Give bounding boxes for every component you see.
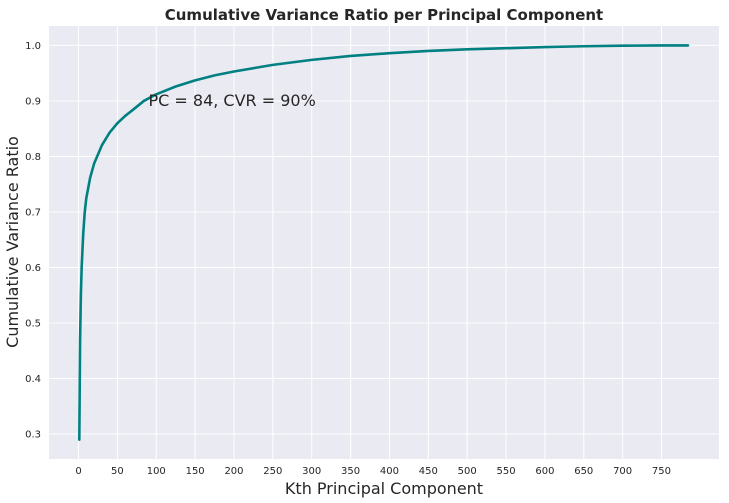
y-tick-label: 0.9	[25, 96, 41, 107]
annotations: PC = 84, CVR = 90%	[148, 91, 315, 110]
y-tick-label: 0.4	[25, 374, 41, 385]
series-layer	[78, 44, 690, 441]
annotation-label: PC = 84, CVR = 90%	[148, 91, 315, 110]
y-tick-label: 0.7	[25, 207, 41, 218]
x-tick-label: 650	[574, 466, 593, 477]
x-axis-title: Kth Principal Component	[285, 479, 483, 498]
x-tick-label: 250	[263, 466, 282, 477]
y-tick-label: 0.6	[25, 263, 41, 274]
x-tick-label: 400	[380, 466, 399, 477]
x-tick-label: 750	[652, 466, 671, 477]
x-tick-label: 50	[111, 466, 124, 477]
x-tick-label: 600	[535, 466, 554, 477]
grid	[49, 26, 719, 459]
y-tick-label: 0.8	[25, 152, 41, 163]
y-tick-label: 1.0	[25, 41, 41, 52]
y-axis-title: Cumulative Variance Ratio	[3, 136, 22, 348]
x-tick-label: 300	[302, 466, 321, 477]
cumulative-variance-line	[78, 44, 690, 441]
x-tick-label: 700	[613, 466, 632, 477]
x-tick-label: 500	[458, 466, 477, 477]
x-tick-label: 550	[496, 466, 515, 477]
plot-area	[49, 26, 719, 459]
x-tick-label: 450	[419, 466, 438, 477]
x-tick-label: 200	[224, 466, 243, 477]
y-tick-label: 0.3	[25, 430, 41, 441]
x-tick-label: 150	[186, 466, 205, 477]
y-tick-label: 0.5	[25, 318, 41, 329]
x-tick-label: 0	[75, 466, 81, 477]
x-axis-ticks: 0 50 100 150 200 250 300 350 400 450 500 550 600 650 7…	[75, 466, 671, 477]
x-tick-label: 100	[147, 466, 166, 477]
chart-title: Cumulative Variance Ratio per Principal …	[165, 6, 603, 24]
y-axis-ticks: 0.3 0.4 0.5 0.6 0.7 0.8 0.9 1.0	[25, 41, 41, 441]
x-tick-label: 350	[341, 466, 360, 477]
